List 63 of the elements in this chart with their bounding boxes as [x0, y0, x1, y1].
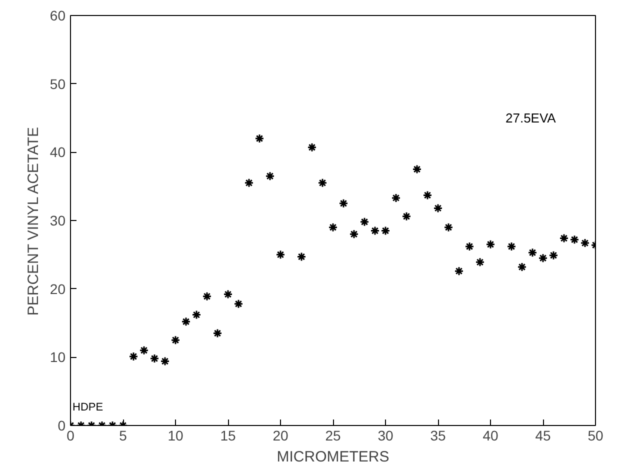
point [212, 328, 222, 338]
point [444, 222, 454, 232]
point [548, 250, 558, 260]
point [475, 257, 485, 267]
point [170, 335, 180, 345]
point [517, 262, 527, 272]
point [422, 190, 432, 200]
x-axis-title: MICROMETERS [276, 448, 390, 466]
point [181, 316, 191, 326]
point [192, 310, 202, 320]
point [296, 252, 306, 262]
x-tick-label: 20 [272, 428, 288, 444]
x-tick-label: 30 [378, 428, 394, 444]
x-tick-label: 10 [168, 428, 184, 444]
point [338, 198, 348, 208]
point [202, 292, 212, 302]
point [234, 299, 244, 309]
point [254, 134, 264, 144]
x-tick-label: 5 [119, 428, 128, 444]
point [528, 248, 538, 258]
x-tick-label: 40 [482, 428, 498, 444]
point [370, 226, 380, 236]
y-tick-label: 30 [50, 212, 66, 228]
y-tick-label: 0 [58, 418, 66, 434]
point [412, 164, 422, 174]
point [580, 238, 590, 248]
point [433, 203, 443, 213]
point [139, 346, 149, 356]
y-tick-label: 10 [50, 349, 66, 366]
point [349, 229, 359, 239]
x-tick-label: 50 [588, 428, 604, 444]
point [244, 178, 254, 188]
point [128, 352, 138, 362]
point [223, 290, 233, 300]
y-tick-label: 60 [50, 8, 66, 24]
point [559, 234, 569, 244]
point [506, 242, 516, 252]
point [160, 356, 170, 366]
x-tick-label: 25 [325, 428, 341, 444]
point [391, 193, 401, 203]
point [318, 178, 328, 188]
x-tick-label: 15 [220, 428, 236, 444]
point [464, 242, 474, 252]
point [486, 240, 496, 250]
y-axis-title: PERCENT VINYL ACETATE [24, 126, 42, 316]
y-tick-label: 20 [50, 280, 66, 297]
point [380, 226, 390, 236]
point [538, 253, 548, 263]
point [307, 142, 317, 152]
annotation: HDPE [72, 402, 104, 414]
point [402, 212, 412, 222]
point [454, 266, 464, 276]
x-tick-label: 45 [535, 428, 551, 444]
point [150, 354, 160, 364]
x-tick-label: 35 [430, 428, 446, 444]
annotation: 27.5EVA [506, 110, 556, 126]
point [265, 171, 275, 181]
point [360, 217, 370, 227]
y-tick-label: 50 [50, 76, 66, 92]
point [570, 234, 580, 244]
point [328, 222, 338, 232]
y-tick-label: 40 [50, 144, 66, 160]
point [276, 250, 286, 260]
